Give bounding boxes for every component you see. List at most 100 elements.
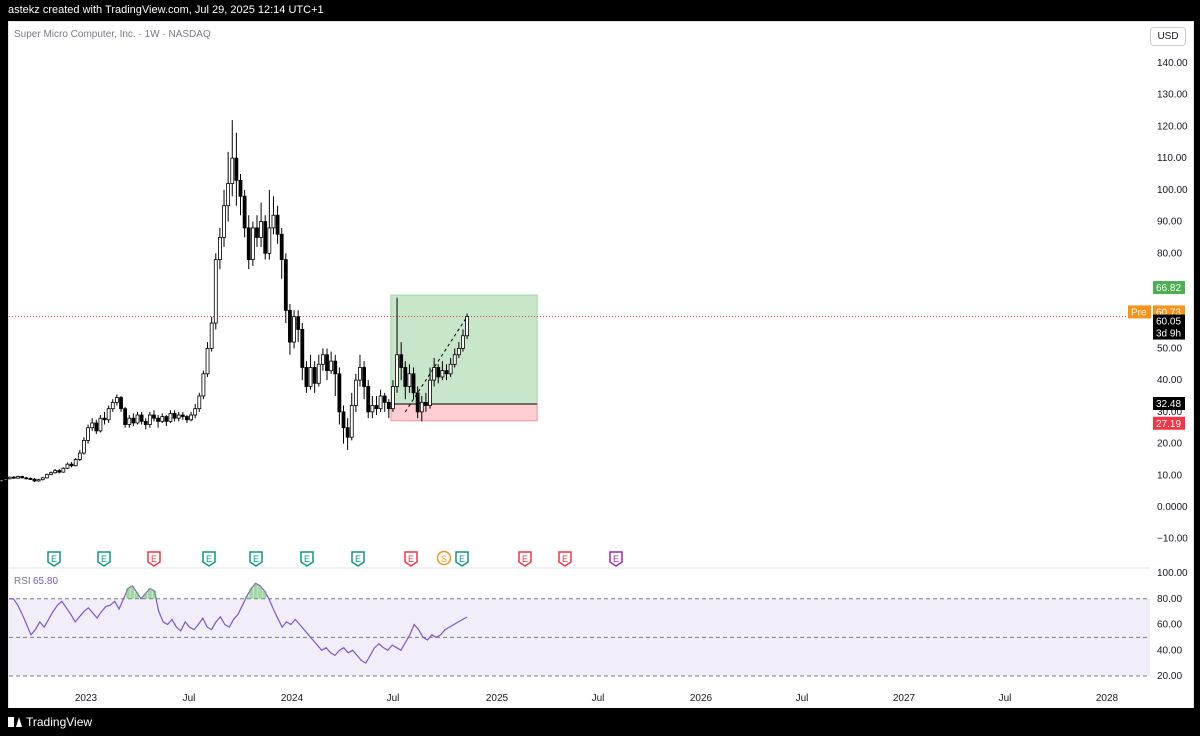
candle-body [312,367,317,384]
candle-body [456,348,461,356]
candle-body [86,427,90,441]
price-axis-tick-label: 120.00 [1157,121,1188,132]
event-badge-shape [202,551,216,567]
candle-body [90,422,95,429]
time-axis-tick-label: 2028 [1096,693,1119,704]
event-badge-label: E [562,554,568,564]
candle-body [399,354,404,368]
time-axis-tick-label: Jul [387,693,400,704]
candle-body [102,417,107,421]
event-badge-shape [518,551,532,567]
candle-body [217,237,222,261]
candle-body [168,413,173,422]
candle-body [82,439,86,454]
candle-body [444,370,449,375]
time-axis-tick-label: 2024 [281,693,304,704]
candle-body [304,367,309,387]
event-badge-shape [147,551,161,567]
event-badge-shape [47,551,61,567]
event-badge-shape [249,551,263,567]
candle-body [250,227,255,261]
candle-body [185,416,189,421]
time-axis-tick-label: 2023 [75,693,98,704]
time-axis-tick-label: Jul [592,693,605,704]
tradingview-logo-icon [8,717,22,727]
earnings-event-marker[interactable]: E [202,551,216,567]
event-badge-label: E [355,554,361,564]
candle-body [242,195,247,229]
candle-body [127,417,132,425]
candle-body [349,405,354,438]
candle-body [271,214,276,229]
event-badge-label: E [522,554,528,564]
candle-body [226,183,231,207]
event-badge-label: E [253,554,259,564]
candle-body [440,370,445,378]
candle-body [370,405,375,413]
earnings-event-marker[interactable]: E [518,551,532,567]
candle-body [415,392,420,413]
price-axis-tick-label: 110.00 [1157,153,1187,164]
candle-body [436,367,441,378]
split-event-marker[interactable]: S [436,550,452,566]
candle-body [465,316,470,337]
candle-body [24,477,29,480]
price-badge-label: 60.73 [1156,307,1181,318]
candle-body [337,373,342,413]
rsi-title: RSI [14,576,31,587]
candle-body [61,467,66,473]
candle-body [201,373,206,397]
earnings-event-marker[interactable]: E [404,551,418,567]
earnings-event-marker[interactable]: E [147,551,161,567]
candle-body [407,373,412,387]
candle-body [308,367,313,387]
candle-body [7,476,12,480]
candle-body [279,233,284,261]
earnings-event-marker[interactable]: E [558,551,572,567]
candle-body [374,405,379,410]
candle-body [77,452,82,460]
rsi-axis-tick-label: 20.00 [1157,671,1182,682]
earnings-event-marker[interactable]: E [455,551,469,567]
candle-body [57,470,62,473]
event-badge-label: E [304,554,310,564]
candle-body [461,335,465,349]
candle-body [32,478,37,482]
candle-body [147,414,152,425]
candle-body [448,363,453,375]
symbol-label: Super Micro Computer, Inc. · 1W · NASDAQ [14,29,211,40]
earnings-event-marker[interactable]: E [249,551,263,567]
price-axis-tick-label: 100.00 [1157,185,1188,196]
earnings-event-marker[interactable]: E [97,551,111,567]
candle-body [209,322,214,349]
event-badge-label: E [408,554,414,564]
candle-body [358,367,362,381]
candle-body [403,367,408,387]
candle-body [296,316,301,330]
earnings-event-marker[interactable]: E [351,551,365,567]
candle-body [123,408,128,425]
earnings-event-marker[interactable]: E [300,551,314,567]
candle-body [300,328,305,368]
candle-body [73,459,78,467]
event-badge-label: E [613,554,619,564]
event-badge-label: E [51,554,57,564]
time-axis-tick-label: 2025 [486,693,509,704]
price-axis-tick-label: 90.00 [1157,217,1182,228]
trend-dashed-line [404,316,468,413]
candle-body [11,476,16,479]
price-badge-label: 32.48 [1156,399,1181,410]
candle-body [292,316,296,343]
event-badge-shape [436,550,452,566]
event-badge-shape [351,551,365,567]
currency-button[interactable]: USD [1150,27,1186,46]
candle-body [49,472,53,476]
candle-body [0,479,4,483]
candle-body [16,476,20,479]
earnings-event-marker[interactable]: E [609,551,623,567]
candle-body [40,477,45,481]
candle-body [255,227,259,238]
candle-body [353,379,358,406]
earnings-event-marker[interactable]: E [47,551,61,567]
